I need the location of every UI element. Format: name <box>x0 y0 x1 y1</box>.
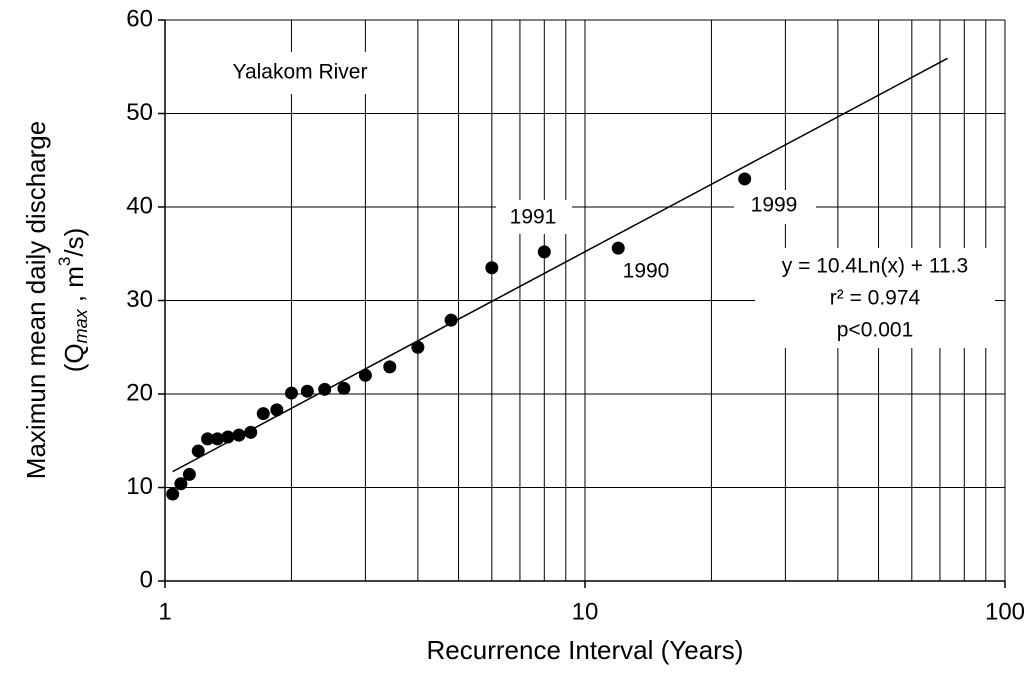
point <box>166 487 180 501</box>
series-label: Yalakom River <box>233 61 368 84</box>
y-title-sup: 3 <box>55 257 74 266</box>
annotation: 1999 <box>751 194 798 217</box>
annotation: 1991 <box>510 206 557 229</box>
point <box>383 360 397 374</box>
point <box>358 368 372 382</box>
label-bg <box>610 255 682 289</box>
p-value: p<0.001 <box>837 319 914 342</box>
y-axis-title: Maximun mean daily discharge <box>21 121 51 479</box>
point <box>537 245 551 259</box>
y-tick-label: 60 <box>126 5 153 32</box>
y-title-part: /s) <box>59 228 89 257</box>
label-bg <box>755 248 995 348</box>
point <box>270 403 284 417</box>
point <box>284 386 298 400</box>
y-tick-label: 30 <box>126 286 153 313</box>
y-tick-label: 20 <box>126 379 153 406</box>
point <box>444 313 458 327</box>
label-bg <box>218 52 390 94</box>
point <box>201 432 215 446</box>
label-bg <box>734 190 816 224</box>
x-axis-title: Recurrence Interval (Years) <box>427 635 744 665</box>
point <box>300 384 314 398</box>
y-title-part: (Q <box>59 343 89 372</box>
y-tick-label: 0 <box>140 566 153 593</box>
x-tick-label: 1 <box>158 598 171 625</box>
point <box>256 407 270 421</box>
annotation: 1990 <box>623 260 670 283</box>
y-tick-label: 40 <box>126 192 153 219</box>
point <box>318 382 332 396</box>
y-title-part: , m <box>59 266 89 309</box>
marks <box>166 57 948 501</box>
label-bg <box>496 200 572 234</box>
x-tick-label: 10 <box>572 598 599 625</box>
point <box>191 444 205 458</box>
equation: y = 10.4Ln(x) + 11.3 <box>782 255 968 278</box>
point <box>210 432 224 446</box>
label-backgrounds <box>218 52 995 348</box>
point <box>232 428 246 442</box>
point <box>611 241 625 255</box>
point <box>337 381 351 395</box>
r-squared: r² = 0.974 <box>830 287 921 310</box>
y-title-sub: max <box>71 308 91 343</box>
y-axis-title-line2: (Qmax , m3/s) <box>55 228 90 373</box>
y-tick-label: 50 <box>126 99 153 126</box>
trendline <box>172 57 948 473</box>
point <box>411 340 425 354</box>
y-tick-label: 10 <box>126 473 153 500</box>
x-tick-label: 100 <box>985 598 1025 625</box>
point <box>738 172 752 186</box>
point <box>182 467 196 481</box>
point <box>485 261 499 275</box>
point <box>174 477 188 491</box>
